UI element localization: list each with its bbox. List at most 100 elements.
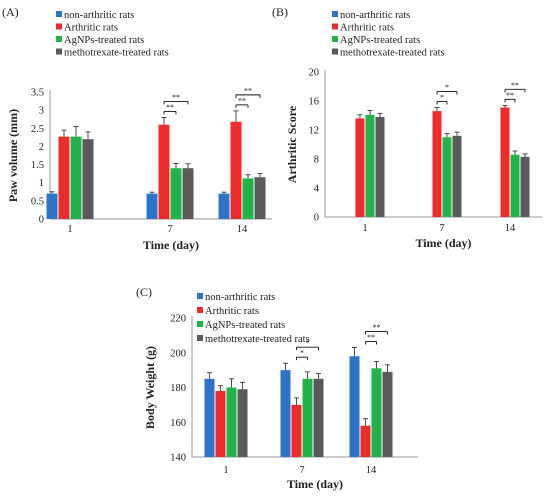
- bar: [182, 168, 194, 219]
- significance-label: **: [238, 96, 246, 105]
- significance-label: **: [373, 323, 381, 332]
- x-tick-label: 7: [439, 223, 444, 234]
- bar: [215, 390, 226, 457]
- legend-swatch: [332, 23, 338, 30]
- chart-panel-b: (B) non-arthritic rats Arthritic ratsAgNPs…: [272, 5, 542, 250]
- significance-label: **: [367, 333, 375, 342]
- bar: [237, 389, 248, 457]
- y-axis-title: Arthritic Score: [285, 105, 299, 183]
- y-tick-label: 3: [39, 106, 44, 117]
- y-tick-label: 1: [39, 178, 44, 189]
- legend-label: methotrexate-treated rats: [340, 48, 445, 59]
- y-tick-label: 160: [170, 418, 186, 429]
- y-tick-label: 220: [170, 314, 186, 325]
- legend-swatch: [197, 321, 203, 327]
- y-tick-label: 4: [314, 184, 320, 195]
- y-tick-label: 3.5: [31, 88, 44, 99]
- y-tick-label: 2: [39, 142, 44, 153]
- bar: [442, 137, 452, 217]
- legend-swatch: [197, 307, 203, 313]
- x-axis-title: Time (day): [415, 236, 471, 250]
- x-tick-label: 14: [237, 224, 248, 235]
- y-tick-label: 12: [309, 126, 320, 137]
- x-tick-label: 14: [505, 223, 516, 234]
- x-tick-label: 1: [67, 224, 72, 235]
- legend-label: AgNPs-treated rats: [340, 35, 420, 46]
- legend-swatch: [332, 48, 338, 55]
- y-tick-label: 200: [170, 348, 186, 359]
- legend-label: AgNPs-treated rats: [205, 320, 285, 331]
- x-tick-label: 14: [366, 465, 377, 476]
- legend-swatch: [197, 293, 203, 299]
- bar: [170, 168, 182, 219]
- bar: [254, 177, 266, 219]
- y-tick-label: 0: [314, 213, 319, 224]
- significance-label: **: [172, 93, 180, 102]
- y-tick-label: 0: [39, 215, 44, 226]
- bar: [520, 156, 530, 217]
- x-axis-title: Time (day): [287, 477, 343, 491]
- y-axis-title: Body Weight (g): [143, 346, 157, 429]
- legend-swatch: [332, 11, 338, 17]
- significance-label: **: [506, 91, 514, 100]
- bar: [360, 425, 371, 457]
- bar: [158, 124, 170, 219]
- legend-label: non-arthritic rats: [340, 10, 410, 21]
- bar: [280, 370, 291, 457]
- legend-label: non-arthritic rats: [64, 10, 134, 21]
- bar: [382, 371, 393, 457]
- bar: [146, 193, 158, 219]
- legend-swatch: [197, 335, 203, 341]
- panel-label: (A): [2, 5, 19, 19]
- legend-swatch: [56, 11, 62, 17]
- legend-label: AgNPs-treated rats: [64, 35, 144, 46]
- chart-panel-a: (A) non-arthritic rats Arthritic ratsAgNPs…: [2, 5, 272, 252]
- bar: [218, 193, 230, 219]
- significance-label: *: [306, 339, 310, 348]
- bar: [230, 121, 242, 219]
- x-axis-title: Time (day): [143, 238, 199, 252]
- x-tick-label: 1: [362, 223, 367, 234]
- legend-label: methotrexate-treated rats: [64, 48, 169, 59]
- y-axis-title: Paw volume (mm): [6, 109, 20, 202]
- legend-swatch: [56, 23, 62, 30]
- legend-swatch: [56, 48, 62, 55]
- y-tick-label: 2.5: [31, 124, 44, 135]
- x-tick-label: 7: [299, 465, 304, 476]
- bar: [302, 378, 313, 457]
- bar: [70, 136, 82, 219]
- legend-swatch: [56, 36, 62, 42]
- panel-label: (C): [136, 285, 152, 299]
- significance-label: *: [440, 93, 444, 102]
- x-tick-label: 1: [223, 465, 228, 476]
- significance-label: **: [511, 81, 519, 90]
- significance-label: *: [445, 83, 449, 92]
- bar: [204, 378, 215, 457]
- bar: [432, 111, 442, 217]
- y-tick-label: 1.5: [31, 160, 44, 171]
- bar: [510, 154, 520, 217]
- chart-panel-c: (C) non-arthritic rats Arthritic rats AgNPs…: [136, 285, 418, 491]
- y-tick-label: 16: [309, 97, 320, 108]
- bar: [313, 378, 324, 457]
- bar: [226, 387, 237, 457]
- x-tick-label: 7: [167, 224, 172, 235]
- bar: [452, 135, 462, 217]
- legend-label: Arthritic rats: [340, 23, 394, 34]
- bar: [500, 107, 510, 217]
- bar: [355, 118, 365, 217]
- y-tick-label: 140: [170, 453, 186, 464]
- bar: [82, 139, 94, 219]
- legend-label: Arthritic rats: [205, 306, 259, 317]
- significance-label: **: [244, 86, 252, 95]
- legend-swatch: [332, 36, 338, 42]
- bar: [46, 193, 58, 219]
- legend-label: Arthritic rats: [64, 23, 118, 34]
- bar: [58, 136, 70, 219]
- bar: [291, 404, 302, 457]
- y-tick-label: 20: [309, 68, 320, 79]
- bar: [365, 114, 375, 217]
- y-tick-label: 180: [170, 383, 186, 394]
- bar: [242, 178, 254, 219]
